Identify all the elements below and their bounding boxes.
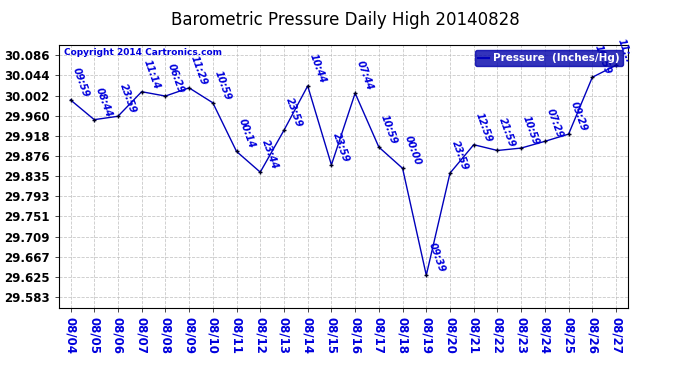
Text: 23:44: 23:44 bbox=[260, 138, 280, 171]
Text: 11:14: 11:14 bbox=[141, 58, 161, 90]
Text: 11:29: 11:29 bbox=[189, 54, 209, 86]
Text: Copyright 2014 Cartronics.com: Copyright 2014 Cartronics.com bbox=[64, 48, 222, 57]
Text: 06:29: 06:29 bbox=[166, 62, 186, 94]
Text: 21:59: 21:59 bbox=[497, 117, 518, 149]
Text: 00:14: 00:14 bbox=[237, 118, 257, 150]
Text: 23:59: 23:59 bbox=[284, 96, 304, 129]
Text: 00:00: 00:00 bbox=[402, 134, 422, 167]
Text: 12:59: 12:59 bbox=[474, 111, 493, 143]
Text: 11:..: 11:.. bbox=[616, 37, 634, 64]
Text: 07:29: 07:29 bbox=[545, 108, 565, 140]
Legend: Pressure  (Inches/Hg): Pressure (Inches/Hg) bbox=[475, 50, 622, 66]
Text: 23:59: 23:59 bbox=[450, 139, 470, 172]
Text: 07:44: 07:44 bbox=[355, 59, 375, 92]
Text: Barometric Pressure Daily High 20140828: Barometric Pressure Daily High 20140828 bbox=[170, 11, 520, 29]
Text: 10:59: 10:59 bbox=[592, 44, 612, 76]
Text: 23:59: 23:59 bbox=[118, 82, 138, 115]
Text: 10:59: 10:59 bbox=[213, 69, 233, 101]
Text: 10:44: 10:44 bbox=[308, 52, 328, 84]
Text: 10:59: 10:59 bbox=[521, 114, 541, 147]
Text: 09:29: 09:29 bbox=[569, 100, 589, 133]
Text: 09:39: 09:39 bbox=[426, 242, 446, 274]
Text: 09:59: 09:59 bbox=[70, 66, 90, 99]
Text: 23:59: 23:59 bbox=[331, 131, 351, 164]
Text: 10:59: 10:59 bbox=[379, 113, 399, 146]
Text: 08:44: 08:44 bbox=[95, 86, 114, 118]
